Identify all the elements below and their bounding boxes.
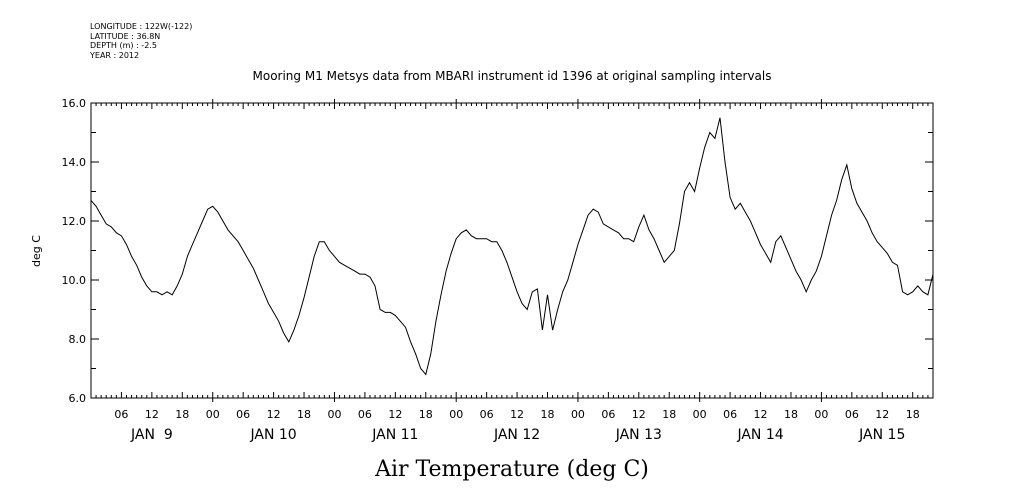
day-label: JAN 9 — [130, 427, 173, 443]
y-tick-label: 10.0 — [62, 274, 87, 287]
chart-title: Mooring M1 Metsys data from MBARI instru… — [253, 69, 772, 83]
x-tick-label: 06 — [723, 408, 737, 421]
x-tick-label: 06 — [601, 408, 615, 421]
x-tick-label: 00 — [814, 408, 828, 421]
y-tick-label: 16.0 — [62, 97, 87, 110]
day-label: JAN 14 — [736, 427, 783, 443]
x-tick-label: 18 — [175, 408, 189, 421]
x-tick-label: 06 — [480, 408, 494, 421]
x-tick-label: 00 — [327, 408, 341, 421]
x-tick-label: 18 — [419, 408, 433, 421]
x-tick-label: 06 — [845, 408, 859, 421]
axis-ticks — [90, 99, 934, 402]
x-tick-label: 12 — [267, 408, 281, 421]
day-label: JAN 11 — [371, 427, 418, 443]
day-label: JAN 13 — [615, 427, 662, 443]
x-axis-label: Air Temperature (deg C) — [374, 457, 649, 482]
y-tick-label: 6.0 — [69, 392, 87, 405]
x-tick-label: 06 — [114, 408, 128, 421]
y-tick-label: 14.0 — [62, 156, 87, 169]
day-label: JAN 10 — [250, 427, 297, 443]
metadata-depth: DEPTH (m) : -2.5 — [90, 41, 157, 50]
x-tick-label: 06 — [236, 408, 250, 421]
x-tick-label: 00 — [571, 408, 585, 421]
x-tick-label: 12 — [388, 408, 402, 421]
metadata-year: YEAR : 2012 — [90, 50, 140, 60]
x-tick-labels: 06 12 18 00 06 12 18 00 06 12 18 00 06 12 18 00 06 12 18 00… — [114, 408, 919, 421]
y-tick-label: 8.0 — [69, 333, 87, 346]
series-line-air-temperature — [90, 117, 934, 376]
plot-frame — [90, 102, 934, 399]
x-tick-label: 18 — [297, 408, 311, 421]
x-tick-label: 12 — [754, 408, 768, 421]
y-axis-label: deg C — [30, 235, 43, 267]
day-label: JAN 15 — [858, 427, 905, 443]
x-tick-label: 00 — [206, 408, 220, 421]
x-tick-label: 12 — [632, 408, 646, 421]
x-tick-label: 00 — [693, 408, 707, 421]
x-tick-label: 12 — [510, 408, 524, 421]
x-tick-label: 18 — [784, 408, 798, 421]
y-tick-label: 12.0 — [62, 215, 87, 228]
x-tick-label: 00 — [449, 408, 463, 421]
metadata-longitude: LONGITUDE : 122W(-122) — [90, 22, 193, 31]
x-tick-label: 18 — [906, 408, 920, 421]
x-tick-label: 12 — [145, 408, 159, 421]
x-tick-label: 06 — [358, 408, 372, 421]
x-tick-label: 18 — [541, 408, 555, 421]
day-label: JAN 12 — [493, 427, 540, 443]
day-labels: JAN 9 JAN 10 JAN 11 JAN 12 JAN 13 JAN 14 JAN 1… — [130, 427, 905, 443]
x-tick-label: 18 — [662, 408, 676, 421]
x-tick-label: 12 — [875, 408, 889, 421]
y-tick-labels: 6.0 8.0 10.0 12.0 14.0 16.0 — [62, 97, 87, 405]
metadata-latitude: LATITUDE : 36.8N — [90, 31, 161, 41]
